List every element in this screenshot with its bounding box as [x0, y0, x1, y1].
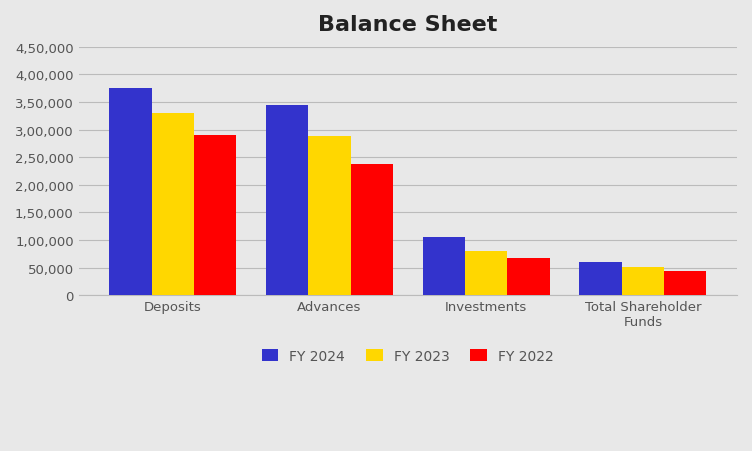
Bar [194, 136, 236, 296]
Bar [308, 137, 350, 296]
Bar [423, 238, 465, 296]
Bar [109, 89, 151, 296]
Bar [465, 252, 508, 296]
Bar [508, 259, 550, 296]
Bar [580, 262, 622, 296]
Bar [664, 271, 706, 296]
Bar [350, 165, 393, 296]
Title: Balance Sheet: Balance Sheet [318, 15, 498, 35]
Bar [266, 106, 308, 296]
Bar [151, 114, 194, 296]
Legend: FY 2024, FY 2023, FY 2022: FY 2024, FY 2023, FY 2022 [256, 343, 559, 368]
Bar [622, 267, 664, 296]
